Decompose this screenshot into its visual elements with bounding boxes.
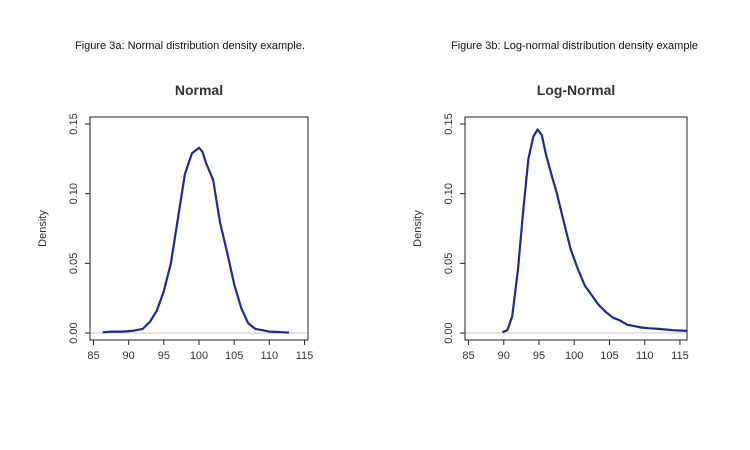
- x-tick-label: 105: [600, 350, 618, 362]
- y-tick-label: 0.05: [68, 253, 80, 274]
- plot-frame: [89, 116, 309, 341]
- x-tick-label: 95: [158, 350, 170, 362]
- y-axis-label: Density: [412, 210, 424, 247]
- plot-frame: [464, 116, 688, 341]
- x-tick-label: 100: [190, 350, 208, 362]
- density-curve: [102, 146, 290, 334]
- y-tick-label: 0.15: [443, 113, 455, 134]
- x-tick-label: 115: [671, 350, 689, 362]
- y-tick-label: 0.00: [68, 322, 80, 343]
- figure-caption-3b: Figure 3b: Log-normal distribution densi…: [451, 40, 699, 52]
- chart-title: Log-Normal: [537, 82, 616, 98]
- y-tick-label: 0.00: [443, 322, 455, 343]
- x-tick-label: 105: [225, 350, 243, 362]
- y-tick-label: 0.05: [443, 253, 455, 274]
- x-tick-label: 85: [462, 350, 474, 362]
- y-tick-label: 0.10: [68, 183, 80, 204]
- chart-title: Normal: [175, 82, 223, 98]
- chart-1: Normal 85 90 95 100 105 110 115 0.00 0.05 0.10 0.15…: [37, 82, 313, 362]
- x-tick-label: 110: [636, 350, 654, 362]
- figure-caption-3a: Figure 3a: Normal distribution density e…: [75, 40, 305, 52]
- y-axis-label: Density: [37, 210, 49, 247]
- x-tick-label: 85: [87, 350, 99, 362]
- density-curve: [501, 128, 687, 334]
- y-tick-label: 0.10: [443, 183, 455, 204]
- x-tick-label: 90: [123, 350, 135, 362]
- y-tick-label: 0.15: [68, 113, 80, 134]
- chart-2: Log-Normal 85 90 95 100 105 110 115 0.00 0.05 0.10…: [412, 82, 689, 362]
- x-tick-label: 90: [498, 350, 510, 362]
- x-tick-label: 95: [533, 350, 545, 362]
- x-tick-label: 115: [296, 350, 314, 362]
- x-tick-label: 100: [565, 350, 583, 362]
- x-tick-label: 110: [261, 350, 279, 362]
